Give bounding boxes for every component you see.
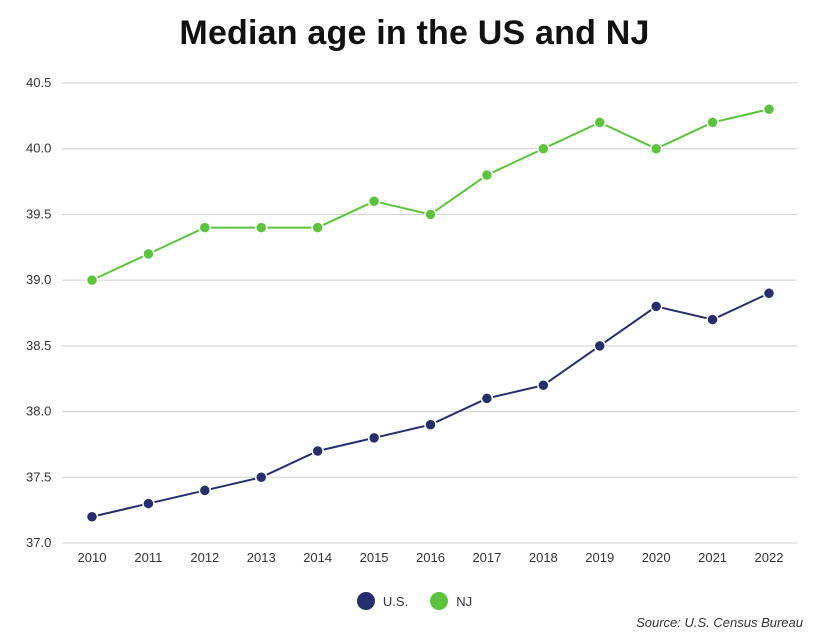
x-tick-label: 2015 <box>360 550 389 565</box>
y-tick-label: 38.0 <box>26 404 51 419</box>
data-point[interactable] <box>706 313 719 326</box>
data-point[interactable] <box>255 221 268 234</box>
x-tick-label: 2021 <box>698 550 727 565</box>
y-tick-label: 37.0 <box>26 535 51 550</box>
data-point[interactable] <box>762 103 776 116</box>
data-point[interactable] <box>311 221 324 234</box>
data-point[interactable] <box>311 444 324 458</box>
x-tick-label: 2017 <box>472 550 501 565</box>
y-tick-label: 38.5 <box>26 338 51 353</box>
data-point[interactable] <box>85 510 99 523</box>
x-tick-label: 2019 <box>585 550 614 565</box>
x-tick-label: 2011 <box>134 550 162 565</box>
data-point[interactable] <box>85 273 99 287</box>
data-point[interactable] <box>706 116 719 129</box>
data-point[interactable] <box>593 339 606 353</box>
data-point[interactable] <box>367 431 381 445</box>
x-tick-label: 2022 <box>755 550 784 565</box>
series-line <box>91 292 770 518</box>
legend-label-us: U.S. <box>382 593 409 609</box>
y-axis-ticks: 37.0 37.5 38.0 38.5 39.0 39.5 40.0 40.5 <box>26 75 51 550</box>
chart-title: Median age in the US and NJ <box>179 14 650 52</box>
legend-item-us[interactable]: U.S. <box>356 592 409 610</box>
x-tick-label: 2018 <box>529 550 558 565</box>
y-tick-label: 37.5 <box>26 469 51 484</box>
x-tick-label: 2013 <box>247 550 276 565</box>
data-point[interactable] <box>537 142 550 155</box>
x-tick-label: 2012 <box>190 550 219 565</box>
legend-marker-nj <box>430 592 449 610</box>
x-tick-label: 2020 <box>642 550 671 565</box>
series-line <box>91 108 770 282</box>
data-point[interactable] <box>424 208 437 221</box>
data-point[interactable] <box>480 392 494 405</box>
data-point[interactable] <box>142 247 155 261</box>
data-point[interactable] <box>537 379 550 392</box>
legend-label-nj: NJ <box>456 593 473 609</box>
y-tick-label: 39.0 <box>26 272 51 287</box>
x-tick-label: 2016 <box>416 550 445 565</box>
series-nj <box>85 103 776 287</box>
y-tick-label: 40.0 <box>26 141 51 156</box>
data-point[interactable] <box>649 142 663 155</box>
legend-item-nj[interactable]: NJ <box>430 592 472 610</box>
legend-marker-us <box>356 592 375 610</box>
y-tick-label: 40.5 <box>26 75 51 90</box>
data-point[interactable] <box>198 221 212 234</box>
data-point[interactable] <box>649 300 663 313</box>
data-point[interactable] <box>762 287 776 300</box>
x-tick-label: 2014 <box>303 550 332 565</box>
data-point[interactable] <box>367 195 381 208</box>
data-point[interactable] <box>424 418 437 431</box>
data-point[interactable] <box>198 484 212 497</box>
data-point[interactable] <box>142 497 155 510</box>
data-point[interactable] <box>593 116 606 129</box>
series-lines <box>85 103 776 523</box>
series-us <box>85 287 776 523</box>
x-axis-ticks: 2010 2011 2012 2013 2014 2015 2016 2017 2018 2019… <box>78 550 784 565</box>
data-point[interactable] <box>255 471 268 484</box>
y-tick-label: 39.5 <box>26 206 51 221</box>
source-note: Source: U.S. Census Bureau <box>636 615 803 630</box>
x-tick-label: 2010 <box>78 550 107 565</box>
data-point[interactable] <box>480 168 494 182</box>
legend: U.S. NJ <box>0 592 829 610</box>
